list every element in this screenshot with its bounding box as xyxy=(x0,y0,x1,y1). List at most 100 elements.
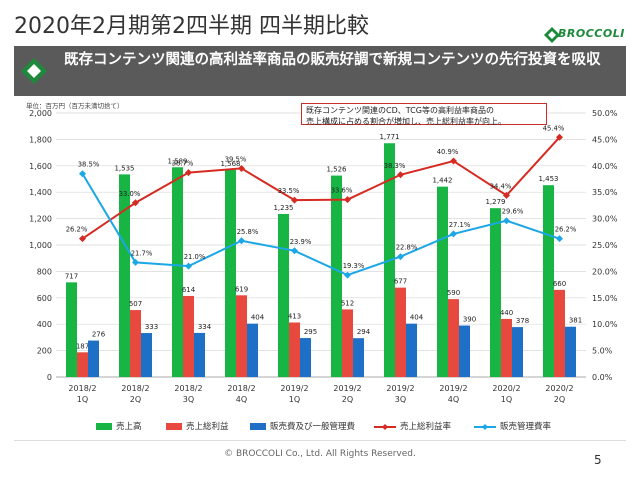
y2-tick-label: 0.0% xyxy=(592,373,613,382)
line-marker xyxy=(503,217,510,225)
bar xyxy=(183,295,194,377)
x-tick-label: 2018/2 xyxy=(68,384,96,393)
bar xyxy=(88,340,99,377)
diamond-icon xyxy=(21,58,47,84)
bar xyxy=(395,287,406,377)
line-marker xyxy=(344,196,351,204)
x-tick-label: 1Q xyxy=(501,395,512,404)
data-label: 1,442 xyxy=(432,177,452,185)
y2-tick-label: 50.0% xyxy=(592,109,618,118)
line-marker xyxy=(291,196,298,204)
line-marker xyxy=(556,133,563,141)
bar xyxy=(459,325,470,377)
data-label: 39.5% xyxy=(225,155,247,163)
legend-item-sga: 販売費及び一般管理費 xyxy=(250,420,355,432)
data-label: 404 xyxy=(410,314,424,322)
bar xyxy=(247,323,258,377)
x-tick-label: 3Q xyxy=(395,395,406,404)
data-label: 29.6% xyxy=(502,208,524,216)
bar xyxy=(501,318,512,377)
x-tick-label: 2Q xyxy=(130,395,141,404)
data-label: 40.9% xyxy=(437,148,459,156)
x-tick-label: 2019/2 xyxy=(386,384,414,393)
legend-swatch xyxy=(250,423,266,430)
quarterly-chart: 0 200 400 600 800 1,000 1,200 1,400 1,600 1,800 2,… xyxy=(29,109,618,404)
y-tick-label: 0 xyxy=(47,373,52,382)
bar xyxy=(77,352,88,377)
x-tick-label: 3Q xyxy=(183,395,194,404)
data-label: 717 xyxy=(65,272,78,280)
data-label: 1,568 xyxy=(220,160,240,168)
line-marker xyxy=(291,247,298,255)
y-tick-label: 2,000 xyxy=(29,109,52,118)
data-label: 1,279 xyxy=(485,198,505,206)
data-label: 381 xyxy=(569,317,582,325)
legend-label: 売上高 xyxy=(116,422,142,432)
data-label: 33.6% xyxy=(331,187,353,195)
series-line xyxy=(81,173,560,277)
line-marker xyxy=(397,253,404,261)
y-tick-label: 400 xyxy=(37,320,52,329)
line-marker xyxy=(238,164,245,172)
data-label: 1,235 xyxy=(273,204,293,212)
legend-label: 売上総利益 xyxy=(186,422,229,432)
y2-tick-label: 20.0% xyxy=(592,267,618,276)
data-label: 413 xyxy=(288,312,301,320)
x-tick-label: 2019/2 xyxy=(280,384,308,393)
data-label: 33.5% xyxy=(278,187,300,195)
bar xyxy=(490,208,501,377)
bar xyxy=(172,167,183,377)
data-label: 512 xyxy=(341,299,354,307)
data-label: 19.3% xyxy=(343,262,365,270)
legend-item-sales: 売上高 xyxy=(96,420,142,432)
line-marker xyxy=(185,169,192,177)
data-label: 38.5% xyxy=(78,161,100,169)
data-label: 27.1% xyxy=(449,221,471,229)
line-marker xyxy=(132,199,139,207)
data-label: 276 xyxy=(92,331,106,339)
x-tick-label: 4Q xyxy=(236,395,247,404)
data-label: 26.2% xyxy=(555,226,577,234)
legend-label: 販売管理費率 xyxy=(500,422,552,432)
data-label: 378 xyxy=(516,317,529,325)
bar xyxy=(406,323,417,377)
legend-swatch xyxy=(166,423,182,430)
bar xyxy=(66,282,77,377)
bar xyxy=(512,327,523,377)
x-tick-label: 1Q xyxy=(77,395,88,404)
bar xyxy=(130,310,141,377)
footer-divider xyxy=(14,440,626,441)
headline-banner xyxy=(14,46,626,96)
data-label: 1,771 xyxy=(379,133,399,141)
bar xyxy=(278,213,289,377)
bar xyxy=(342,309,353,377)
data-label: 21.7% xyxy=(131,249,153,257)
y-tick-label: 1,000 xyxy=(29,241,52,250)
y-tick-label: 1,600 xyxy=(29,162,52,171)
x-tick-label: 2020/2 xyxy=(545,384,573,393)
line-marker xyxy=(344,271,351,279)
data-label: 21.0% xyxy=(184,253,206,261)
x-tick-label: 4Q xyxy=(448,395,459,404)
bar xyxy=(437,186,448,377)
legend-label: 売上総利益率 xyxy=(400,422,452,432)
data-label: 614 xyxy=(182,286,196,294)
bar xyxy=(236,295,247,377)
page-title: 2020年2月期第2四半期 四半期比較 xyxy=(14,14,369,39)
x-tick-label: 2Q xyxy=(342,395,353,404)
data-label: 23.9% xyxy=(290,238,312,246)
broccoli-logo-mark xyxy=(544,27,560,43)
data-label: 590 xyxy=(447,289,460,297)
y-tick-label: 1,400 xyxy=(29,188,52,197)
y-tick-label: 600 xyxy=(37,294,52,303)
line-marker xyxy=(185,262,192,270)
data-label: 334 xyxy=(198,323,212,331)
line-marker xyxy=(132,258,139,266)
x-tick-label: 2019/2 xyxy=(333,384,361,393)
data-label: 34.4% xyxy=(490,182,512,190)
x-tick-label: 1Q xyxy=(289,395,300,404)
bar xyxy=(141,333,152,377)
legend-swatch xyxy=(96,423,112,430)
data-label: 660 xyxy=(553,280,566,288)
annotation-line-2: 売上構成に占める割合が増加し、売上総利益率が向上。 xyxy=(306,117,506,126)
